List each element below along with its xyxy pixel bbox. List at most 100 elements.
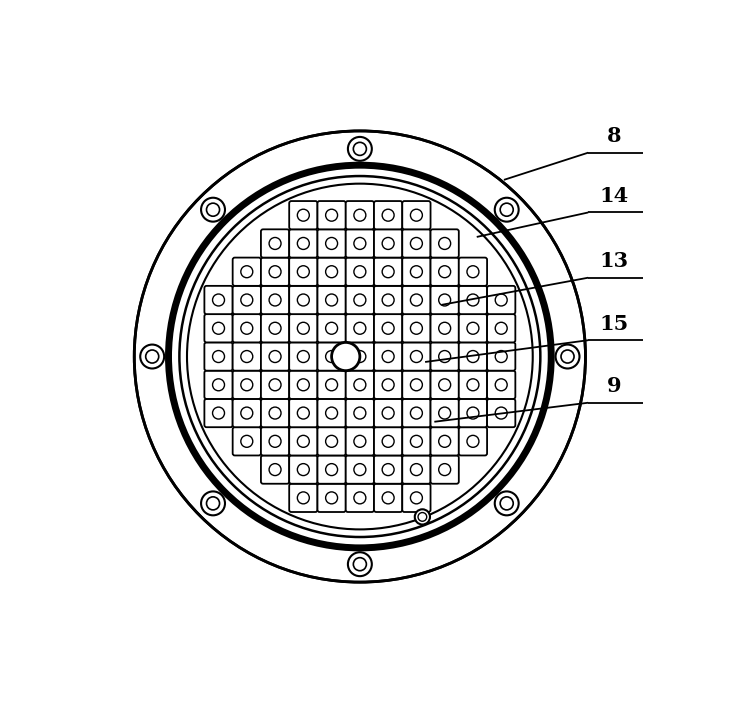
- Text: 13: 13: [599, 251, 628, 271]
- Circle shape: [201, 491, 225, 515]
- FancyBboxPatch shape: [431, 371, 459, 399]
- FancyBboxPatch shape: [346, 201, 374, 229]
- FancyBboxPatch shape: [289, 371, 318, 399]
- FancyBboxPatch shape: [459, 258, 487, 286]
- Circle shape: [561, 350, 574, 363]
- FancyBboxPatch shape: [289, 229, 318, 258]
- FancyBboxPatch shape: [346, 399, 374, 427]
- FancyBboxPatch shape: [431, 427, 459, 455]
- FancyBboxPatch shape: [431, 314, 459, 342]
- FancyBboxPatch shape: [289, 484, 318, 512]
- FancyBboxPatch shape: [402, 258, 431, 286]
- FancyBboxPatch shape: [431, 286, 459, 314]
- FancyBboxPatch shape: [402, 371, 431, 399]
- FancyBboxPatch shape: [261, 342, 289, 371]
- Circle shape: [332, 342, 360, 371]
- Circle shape: [556, 345, 579, 369]
- FancyBboxPatch shape: [233, 286, 261, 314]
- Circle shape: [353, 558, 366, 570]
- FancyBboxPatch shape: [346, 258, 374, 286]
- FancyBboxPatch shape: [233, 371, 261, 399]
- FancyBboxPatch shape: [459, 314, 487, 342]
- FancyBboxPatch shape: [318, 455, 346, 484]
- FancyBboxPatch shape: [346, 427, 374, 455]
- FancyBboxPatch shape: [318, 314, 346, 342]
- Text: 9: 9: [606, 376, 621, 396]
- FancyBboxPatch shape: [346, 286, 374, 314]
- FancyBboxPatch shape: [346, 314, 374, 342]
- FancyBboxPatch shape: [261, 286, 289, 314]
- FancyBboxPatch shape: [318, 229, 346, 258]
- FancyBboxPatch shape: [374, 229, 402, 258]
- Circle shape: [206, 203, 219, 216]
- FancyBboxPatch shape: [346, 455, 374, 484]
- FancyBboxPatch shape: [346, 484, 374, 512]
- FancyBboxPatch shape: [289, 201, 318, 229]
- FancyBboxPatch shape: [289, 314, 318, 342]
- FancyBboxPatch shape: [346, 229, 374, 258]
- Circle shape: [353, 143, 366, 155]
- FancyBboxPatch shape: [261, 399, 289, 427]
- FancyBboxPatch shape: [431, 399, 459, 427]
- Circle shape: [348, 137, 372, 161]
- FancyBboxPatch shape: [487, 314, 515, 342]
- FancyBboxPatch shape: [318, 427, 346, 455]
- FancyBboxPatch shape: [204, 314, 233, 342]
- FancyBboxPatch shape: [487, 286, 515, 314]
- FancyBboxPatch shape: [402, 286, 431, 314]
- FancyBboxPatch shape: [402, 399, 431, 427]
- FancyBboxPatch shape: [204, 399, 233, 427]
- FancyBboxPatch shape: [459, 286, 487, 314]
- FancyBboxPatch shape: [289, 399, 318, 427]
- FancyBboxPatch shape: [374, 314, 402, 342]
- FancyBboxPatch shape: [318, 201, 346, 229]
- FancyBboxPatch shape: [261, 371, 289, 399]
- Circle shape: [145, 350, 159, 363]
- FancyBboxPatch shape: [261, 455, 289, 484]
- FancyBboxPatch shape: [318, 286, 346, 314]
- FancyBboxPatch shape: [346, 342, 374, 371]
- FancyBboxPatch shape: [374, 455, 402, 484]
- FancyBboxPatch shape: [431, 229, 459, 258]
- Text: 15: 15: [599, 313, 628, 334]
- Circle shape: [169, 165, 551, 548]
- FancyBboxPatch shape: [261, 427, 289, 455]
- FancyBboxPatch shape: [374, 286, 402, 314]
- FancyBboxPatch shape: [318, 399, 346, 427]
- FancyBboxPatch shape: [261, 314, 289, 342]
- Circle shape: [500, 497, 513, 510]
- Circle shape: [140, 345, 164, 369]
- FancyBboxPatch shape: [374, 201, 402, 229]
- Text: 8: 8: [606, 126, 621, 146]
- FancyBboxPatch shape: [374, 484, 402, 512]
- FancyBboxPatch shape: [289, 455, 318, 484]
- FancyBboxPatch shape: [487, 342, 515, 371]
- FancyBboxPatch shape: [487, 371, 515, 399]
- FancyBboxPatch shape: [289, 258, 318, 286]
- Circle shape: [187, 184, 533, 530]
- FancyBboxPatch shape: [346, 371, 374, 399]
- FancyBboxPatch shape: [289, 286, 318, 314]
- FancyBboxPatch shape: [459, 371, 487, 399]
- Circle shape: [201, 198, 225, 222]
- FancyBboxPatch shape: [402, 201, 431, 229]
- FancyBboxPatch shape: [374, 371, 402, 399]
- Circle shape: [206, 497, 219, 510]
- FancyBboxPatch shape: [289, 342, 318, 371]
- FancyBboxPatch shape: [374, 427, 402, 455]
- Text: 14: 14: [599, 186, 628, 206]
- FancyBboxPatch shape: [402, 342, 431, 371]
- FancyBboxPatch shape: [233, 342, 261, 371]
- FancyBboxPatch shape: [431, 258, 459, 286]
- FancyBboxPatch shape: [233, 258, 261, 286]
- FancyBboxPatch shape: [233, 314, 261, 342]
- FancyBboxPatch shape: [318, 342, 346, 371]
- Circle shape: [415, 509, 430, 525]
- Circle shape: [500, 203, 513, 216]
- FancyBboxPatch shape: [402, 484, 431, 512]
- FancyBboxPatch shape: [374, 399, 402, 427]
- FancyBboxPatch shape: [402, 229, 431, 258]
- FancyBboxPatch shape: [233, 399, 261, 427]
- FancyBboxPatch shape: [459, 399, 487, 427]
- Circle shape: [495, 491, 519, 515]
